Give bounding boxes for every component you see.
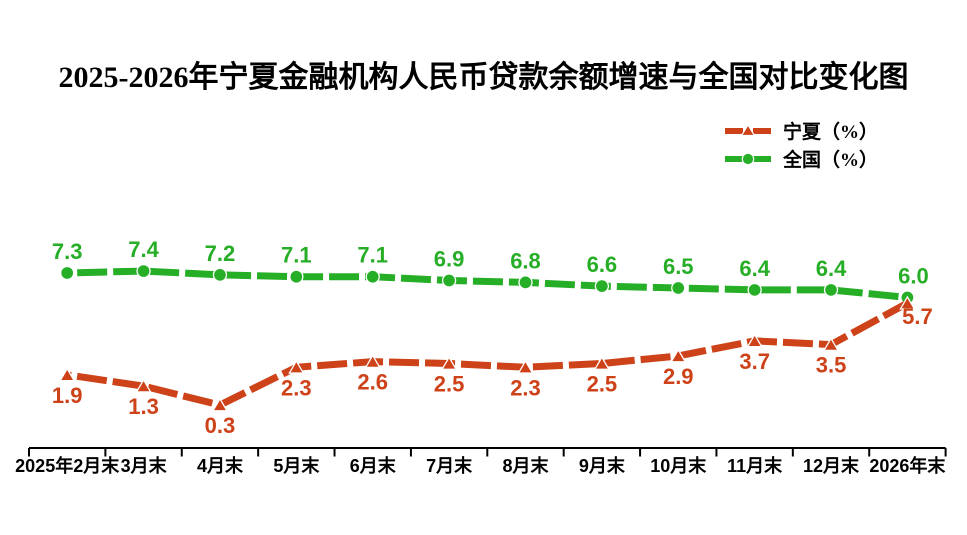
ningxia-data-label: 5.7 — [902, 304, 933, 329]
national-marker — [289, 269, 304, 284]
x-axis-label: 12月末 — [803, 455, 860, 476]
national-data-label: 6.6 — [587, 252, 618, 277]
ningxia-data-label: 2.6 — [357, 370, 388, 395]
ningxia-marker — [899, 295, 916, 310]
national-data-label: 6.0 — [898, 263, 929, 288]
national-data-label: 7.1 — [357, 243, 388, 268]
ningxia-marker — [135, 378, 152, 393]
national-data-label: 6.9 — [434, 246, 465, 271]
ningxia-data-label: 3.7 — [739, 349, 770, 374]
ningxia-data-label: 1.9 — [52, 383, 83, 408]
x-axis-label: 2025年2月末 — [15, 455, 120, 476]
ningxia-marker — [440, 356, 458, 370]
ningxia-data-label: 0.3 — [205, 413, 236, 438]
x-axis-label: 6月末 — [350, 455, 397, 476]
ningxia-line — [66, 300, 910, 409]
national-data-label: 6.5 — [663, 254, 694, 279]
national-marker — [212, 267, 228, 282]
x-axis-label: 2026年末 — [869, 455, 946, 476]
x-axis-label: 3月末 — [121, 455, 168, 476]
ningxia-marker — [670, 348, 687, 363]
national-marker — [518, 275, 533, 290]
national-marker — [136, 263, 151, 279]
ningxia-line-sample — [725, 123, 771, 137]
ningxia-data-label: 2.9 — [663, 364, 694, 389]
ningxia-data-label: 2.3 — [281, 375, 312, 400]
x-axis-label: 7月末 — [426, 455, 473, 476]
national-data-label: 7.4 — [128, 237, 159, 262]
national-marker — [747, 282, 762, 298]
x-axis-label: 9月末 — [579, 455, 626, 476]
ningxia-data-label: 2.5 — [434, 372, 465, 397]
national-data-label: 7.3 — [52, 239, 83, 264]
x-axis-label: 8月末 — [502, 455, 549, 476]
ningxia-data-label: 3.5 — [816, 353, 847, 378]
national-marker — [594, 278, 610, 294]
ningxia-marker — [211, 397, 229, 412]
national-line-sample — [725, 152, 771, 166]
x-axis-label: 10月末 — [650, 455, 707, 476]
national-marker — [60, 265, 75, 281]
legend: 宁夏（%） 全国（%） — [724, 118, 878, 171]
national-data-label: 6.4 — [816, 256, 847, 281]
national-data-label: 7.2 — [205, 241, 236, 266]
national-data-label: 6.8 — [510, 248, 541, 273]
legend-item-ningxia: 宁夏（%） — [724, 118, 878, 143]
ningxia-data-label: 2.3 — [510, 375, 541, 400]
national-marker — [671, 280, 686, 296]
national-marker — [441, 273, 457, 288]
ningxia-marker — [517, 359, 534, 374]
legend-label-national: 全国（%） — [783, 150, 879, 171]
national-marker — [365, 269, 380, 284]
national-data-label: 7.1 — [281, 243, 312, 268]
ningxia-marker — [288, 359, 305, 374]
national-data-label: 6.4 — [739, 256, 770, 281]
national-marker — [823, 282, 839, 298]
triangle-marker-icon — [740, 123, 756, 137]
legend-label-ningxia: 宁夏（%） — [783, 122, 879, 143]
circle-marker-icon — [741, 152, 755, 166]
x-axis-label: 4月末 — [197, 455, 244, 476]
ningxia-marker — [822, 337, 840, 352]
x-axis-label: 5月末 — [273, 455, 320, 476]
ningxia-data-label: 2.5 — [587, 372, 618, 397]
x-axis-label: 11月末 — [727, 455, 783, 476]
ningxia-marker — [364, 354, 381, 369]
legend-item-national: 全国（%） — [724, 146, 878, 171]
national-line — [67, 267, 908, 301]
ningxia-data-label: 1.3 — [128, 394, 159, 419]
chart-title: 2025-2026年宁夏金融机构人民币贷款余额增速与全国对比变化图 — [58, 61, 909, 94]
ningxia-marker — [593, 356, 611, 370]
ningxia-marker — [746, 333, 763, 348]
ningxia-marker — [59, 367, 76, 382]
